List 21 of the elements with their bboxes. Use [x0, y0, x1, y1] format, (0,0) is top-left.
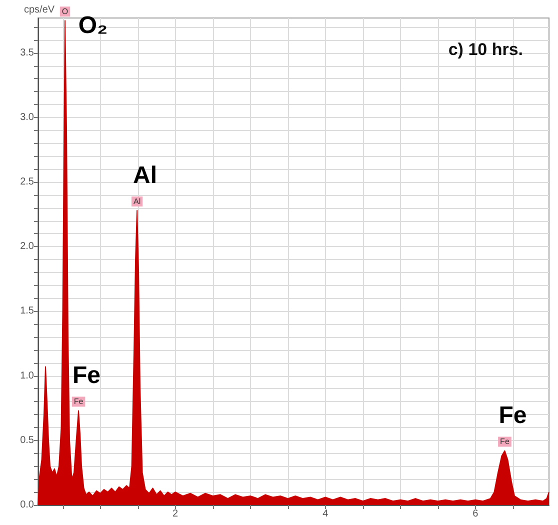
annotation: Fe [74, 397, 84, 406]
annotation: Fe [72, 362, 101, 390]
y-tick-label: 3.0 [20, 112, 34, 123]
x-tick-label: 6 [472, 508, 479, 520]
annotation: Fe [498, 402, 527, 430]
y-tick-label: 2.0 [20, 241, 34, 252]
annotation: Al [133, 196, 141, 206]
annotation: O [62, 7, 68, 16]
annotation: O₂ [78, 12, 108, 40]
y-tick-label: 3.5 [20, 47, 34, 58]
annotation: Fe [500, 437, 510, 446]
text: c) 10 hrs. [448, 40, 524, 59]
annotation: Al [133, 162, 158, 189]
x-tick-label: 4 [322, 508, 329, 520]
y-axis-title: cps/eV [24, 4, 55, 16]
y-tick-label: 0.5 [20, 434, 34, 446]
y-tick-label: 1.0 [20, 370, 34, 382]
y-tick-label: 1.5 [20, 306, 34, 317]
x-tick-label: 2 [172, 508, 179, 520]
text: 0.0 [20, 500, 34, 510]
y-tick-label: 2.5 [20, 176, 34, 188]
